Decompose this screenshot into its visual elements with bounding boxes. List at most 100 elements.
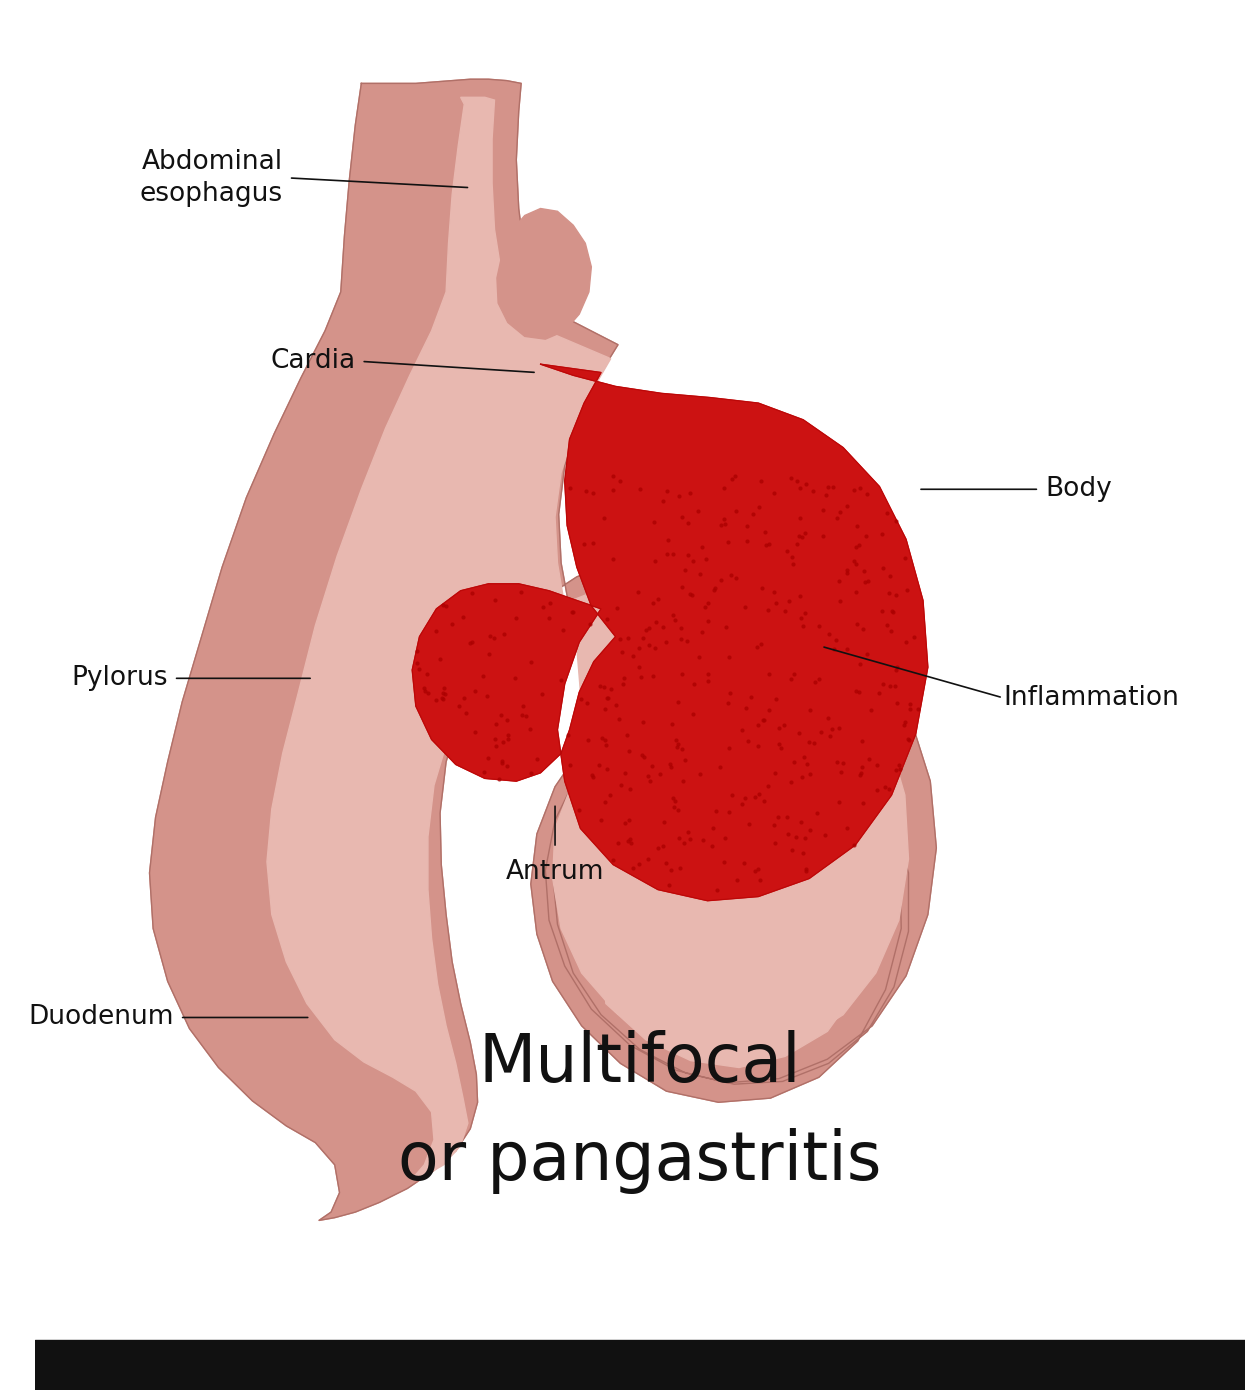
Point <box>649 588 669 610</box>
Point <box>766 762 786 784</box>
Point <box>580 613 600 635</box>
Point <box>721 564 741 587</box>
Point <box>594 506 614 528</box>
Point <box>478 746 498 769</box>
Point <box>886 692 906 714</box>
Point <box>630 478 650 500</box>
Point <box>829 570 849 592</box>
Point <box>456 702 476 724</box>
Point <box>634 627 654 649</box>
Point <box>844 834 864 856</box>
Point <box>837 495 857 517</box>
Point <box>621 833 641 855</box>
Point <box>847 613 867 635</box>
Point <box>569 799 589 821</box>
Point <box>850 477 870 499</box>
Point <box>415 680 435 702</box>
Point <box>853 730 873 752</box>
Point <box>431 648 451 670</box>
Point <box>810 721 830 744</box>
Point <box>858 570 878 592</box>
Point <box>787 532 807 555</box>
Point <box>630 852 650 874</box>
Point <box>815 824 835 847</box>
Point <box>670 858 690 880</box>
Point <box>758 532 778 555</box>
Point <box>758 599 778 621</box>
Point <box>845 535 865 557</box>
Point <box>618 627 637 649</box>
Point <box>823 717 843 739</box>
Point <box>813 499 833 521</box>
Point <box>773 713 793 735</box>
Point <box>637 848 657 870</box>
Point <box>797 858 817 880</box>
Point <box>777 541 797 563</box>
Point <box>671 663 691 685</box>
Point <box>844 549 864 571</box>
Point <box>596 687 616 709</box>
Point <box>672 575 692 598</box>
Point <box>819 623 839 645</box>
Point <box>872 599 891 621</box>
Point <box>604 466 624 488</box>
Point <box>722 468 742 491</box>
Text: Pylorus: Pylorus <box>71 666 168 691</box>
Point <box>883 600 903 623</box>
Point <box>784 663 804 685</box>
Point <box>809 667 829 689</box>
Point <box>880 674 900 696</box>
Point <box>619 830 639 852</box>
Point <box>748 714 768 737</box>
Point <box>886 656 906 678</box>
Point <box>631 666 651 688</box>
Point <box>629 656 649 678</box>
Point <box>650 763 670 785</box>
Point <box>792 766 812 788</box>
Point <box>715 513 735 535</box>
Point <box>672 738 692 760</box>
Point <box>481 626 500 648</box>
Point <box>688 500 708 523</box>
Point <box>890 758 910 780</box>
Point <box>486 589 505 612</box>
Point <box>830 589 850 612</box>
Point <box>769 733 789 755</box>
Point <box>875 776 895 798</box>
Point <box>635 745 655 767</box>
Point <box>604 548 624 570</box>
Point <box>486 735 505 758</box>
Point <box>813 525 833 548</box>
Point <box>847 680 867 702</box>
Point <box>756 534 776 556</box>
Point <box>589 753 609 776</box>
Point <box>590 676 610 698</box>
Point <box>666 728 686 751</box>
Point <box>560 753 580 776</box>
Point <box>779 589 799 612</box>
Point <box>498 728 518 751</box>
Point <box>837 562 857 584</box>
Point <box>754 709 774 731</box>
Point <box>758 776 778 798</box>
Point <box>720 801 740 823</box>
Point <box>540 592 560 614</box>
Point <box>855 570 875 592</box>
Point <box>498 709 518 731</box>
Point <box>619 809 639 831</box>
Point <box>857 525 876 548</box>
Point <box>737 516 757 538</box>
Point <box>664 795 684 817</box>
Point <box>787 470 807 492</box>
Point <box>791 606 810 628</box>
Point <box>479 642 499 664</box>
Point <box>629 637 649 659</box>
Point <box>657 480 677 502</box>
Point <box>684 549 703 571</box>
Point <box>413 677 433 699</box>
Point <box>613 641 632 663</box>
Point <box>698 663 718 685</box>
Point <box>436 595 456 617</box>
Point <box>847 553 867 575</box>
Point <box>533 595 553 617</box>
